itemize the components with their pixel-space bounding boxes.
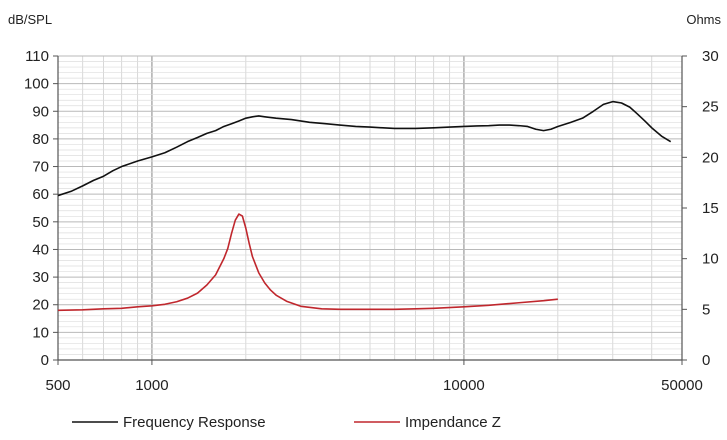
y-left-tick-label: 50	[32, 214, 49, 231]
y-right-tick-label: 30	[702, 48, 719, 65]
y-left-tick-label: 30	[32, 269, 49, 286]
series-line-impedance	[57, 213, 558, 312]
series	[57, 100, 672, 312]
y-left-tick-label: 80	[32, 131, 49, 148]
y-right-tick-label: 20	[702, 149, 719, 166]
y-right-tick-label: 5	[702, 301, 710, 318]
y-left-tick-label: 90	[32, 103, 49, 120]
y-right-tick-label: 10	[702, 251, 719, 268]
legend-label: Impendance Z	[405, 414, 501, 431]
x-tick-label: 1000	[135, 377, 168, 394]
y-left-tick-label: 70	[32, 159, 49, 176]
series-line-frequency-response	[57, 100, 672, 197]
y-left-tick-label: 0	[41, 352, 49, 369]
y-axis-right-label: Ohms	[686, 12, 721, 27]
y-right-tick-label: 25	[702, 99, 719, 116]
legend-label: Frequency Response	[123, 414, 266, 431]
axes	[53, 55, 687, 365]
legend: Frequency Response Impendance Z	[72, 414, 501, 431]
y-left-tick-label: 60	[32, 186, 49, 203]
tick-labels: 0 10 20 30 40 50 60 70 80 90 100 110 0 5 10 15 20 25 30 500…	[24, 48, 719, 394]
x-tick-label: 500	[45, 377, 70, 394]
x-tick-label: 10000	[443, 377, 485, 394]
y-left-tick-label: 20	[32, 297, 49, 314]
y-right-tick-label: 15	[702, 200, 719, 217]
y-left-tick-label: 100	[24, 76, 49, 93]
y-left-tick-label: 10	[32, 324, 49, 341]
y-right-tick-label: 0	[702, 352, 710, 369]
y-left-tick-label: 40	[32, 241, 49, 258]
grid	[57, 55, 683, 361]
y-left-tick-label: 110	[25, 48, 49, 65]
y-axis-left-label: dB/SPL	[8, 12, 52, 27]
x-tick-label: 50000	[661, 377, 703, 394]
